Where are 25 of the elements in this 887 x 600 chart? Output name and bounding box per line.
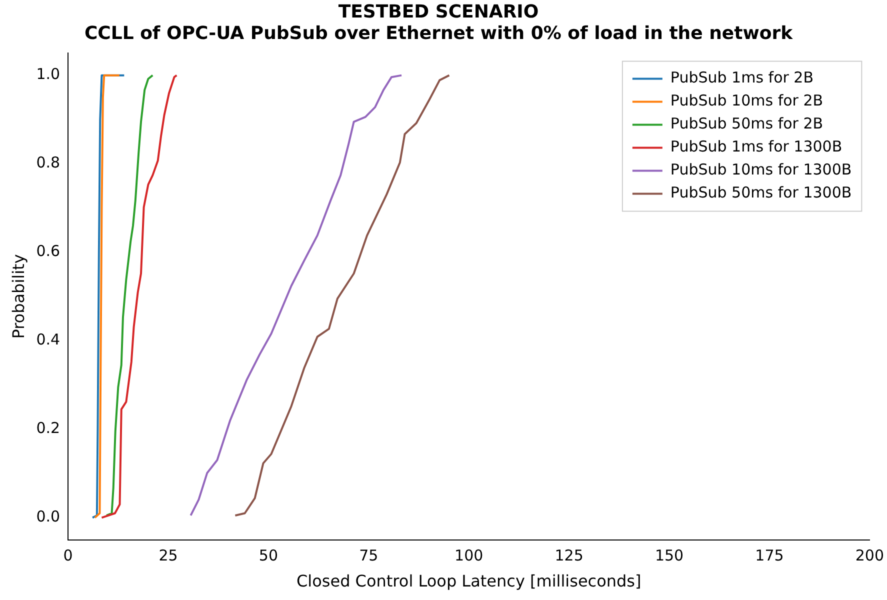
legend-label: PubSub 10ms for 1300B — [670, 160, 852, 179]
x-tick-label: 50 — [258, 546, 278, 565]
x-tick-label: 25 — [158, 546, 178, 565]
x-tick-label: 100 — [454, 546, 484, 565]
y-tick-label: 0.8 — [36, 154, 60, 172]
x-tick-label: 125 — [554, 546, 584, 565]
x-axis-title: Closed Control Loop Latency [milliseconds] — [296, 572, 642, 591]
x-tick-label: 175 — [755, 546, 784, 565]
legend-label: PubSub 1ms for 1300B — [670, 138, 842, 156]
x-tick-label: 0 — [63, 546, 73, 565]
legend-label: PubSub 50ms for 1300B — [670, 184, 852, 202]
legend-label: PubSub 1ms for 2B — [670, 68, 814, 87]
y-tick-label: 0.6 — [36, 242, 60, 260]
x-tick-label: 75 — [359, 546, 378, 565]
y-tick-label: 0.4 — [36, 330, 60, 349]
y-axis-title: Probability — [8, 254, 28, 339]
y-tick-label: 0.2 — [36, 419, 60, 438]
x-tick-label: 150 — [654, 546, 684, 565]
y-tick-label: 1.0 — [36, 65, 60, 84]
chart-subtitle: CCLL of OPC-UA PubSub over Ethernet with 0% of load in the network — [84, 23, 794, 44]
y-tick-label: 0.0 — [36, 508, 60, 526]
x-tick-label: 200 — [855, 546, 884, 565]
legend-label: PubSub 10ms for 2B — [670, 92, 824, 110]
legend-label: PubSub 50ms for 2B — [670, 114, 824, 133]
chart-title: TESTBED SCENARIO — [338, 1, 539, 22]
